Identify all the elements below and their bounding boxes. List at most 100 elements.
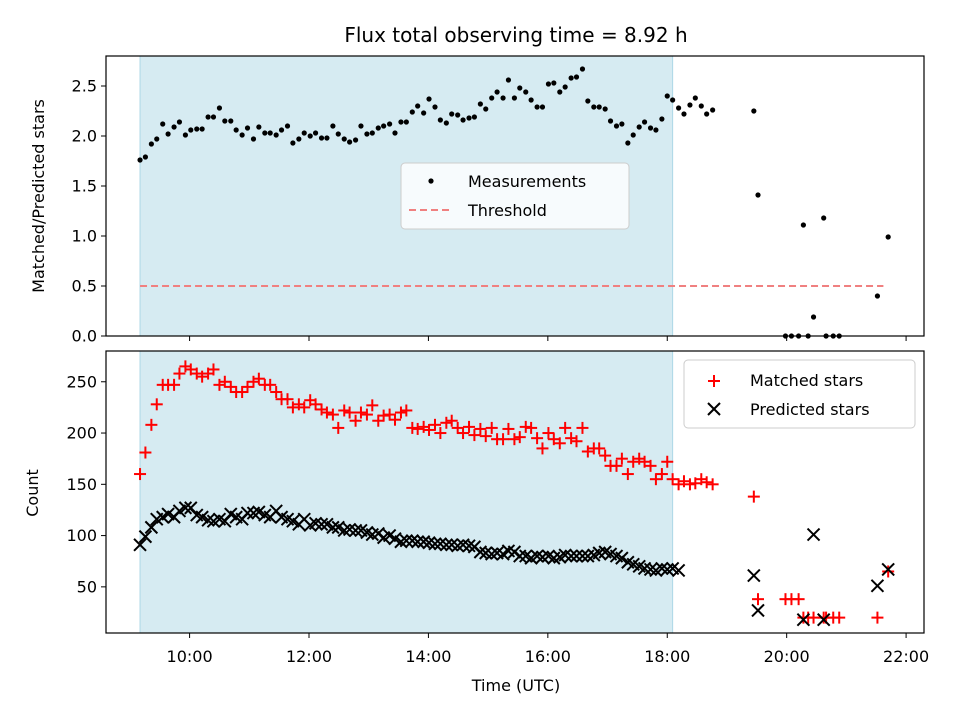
matched-star-point bbox=[513, 431, 526, 444]
measurement-point bbox=[409, 109, 415, 115]
predicted-star-point bbox=[751, 603, 765, 618]
matched-star-point bbox=[360, 408, 373, 421]
legend-predicted-label: Predicted stars bbox=[750, 400, 870, 419]
matched-star-point bbox=[377, 409, 390, 422]
measurement-point bbox=[267, 130, 273, 136]
measurement-point bbox=[296, 136, 302, 142]
predicted-star-point bbox=[133, 538, 147, 552]
predicted-star-point bbox=[144, 520, 159, 535]
matched-star-point bbox=[332, 421, 345, 434]
measurement-point bbox=[403, 119, 409, 125]
measurement-point bbox=[596, 104, 602, 110]
predicted-star-point bbox=[615, 551, 629, 565]
measurement-point bbox=[692, 95, 698, 101]
predicted-star-point bbox=[348, 523, 363, 538]
matched-star-point bbox=[440, 416, 453, 429]
measurement-point bbox=[551, 80, 557, 86]
predicted-star-point bbox=[671, 563, 686, 578]
top-axes-frame bbox=[105, 55, 925, 337]
measurement-point bbox=[415, 103, 421, 109]
matched-star-point bbox=[406, 421, 419, 434]
measurement-point bbox=[148, 141, 154, 147]
y-tick-label: 0.5 bbox=[72, 277, 97, 296]
measurement-point bbox=[659, 116, 665, 122]
measurement-point bbox=[318, 135, 325, 141]
measurement-point bbox=[466, 115, 472, 121]
measurement-point bbox=[244, 125, 251, 131]
matched-star-point bbox=[354, 406, 367, 419]
predicted-star-point bbox=[569, 549, 584, 563]
measurement-point bbox=[607, 118, 614, 124]
matched-star-point bbox=[833, 611, 846, 624]
matched-star-point bbox=[463, 420, 476, 433]
matched-star-point bbox=[326, 408, 339, 421]
measurement-point bbox=[545, 81, 552, 87]
measurement-point bbox=[573, 74, 580, 80]
matched-star-point bbox=[168, 378, 181, 391]
matched-star-point bbox=[139, 446, 152, 459]
measurement-point bbox=[387, 121, 393, 127]
top-legend: Measurements Threshold bbox=[400, 162, 630, 230]
predicted-star-point bbox=[314, 517, 329, 532]
measurement-point bbox=[358, 123, 364, 129]
predicted-star-point bbox=[643, 562, 658, 577]
matched-star-point bbox=[224, 380, 237, 393]
predicted-star-point bbox=[806, 527, 821, 542]
predicted-star-point bbox=[564, 549, 578, 563]
measurement-point bbox=[375, 125, 381, 131]
matched-star-point bbox=[383, 408, 396, 421]
measurement-point bbox=[755, 192, 761, 198]
matched-star-point bbox=[747, 490, 760, 503]
x-tick-label: 22:00 bbox=[883, 647, 929, 666]
matched-star-point bbox=[792, 593, 805, 606]
predicted-star-point bbox=[747, 568, 761, 583]
predicted-star-point bbox=[513, 549, 527, 563]
predicted-star-point bbox=[337, 523, 351, 538]
top-legend-box bbox=[400, 162, 630, 230]
predicted-star-point bbox=[796, 612, 811, 627]
matched-star-point bbox=[525, 421, 538, 434]
matched-star-point bbox=[666, 473, 679, 486]
matched-star-point bbox=[882, 565, 895, 578]
matched-star-point bbox=[576, 421, 589, 434]
measurement-point bbox=[307, 133, 313, 139]
measurement-point bbox=[278, 127, 285, 133]
measurement-point bbox=[233, 127, 239, 133]
measurement-point bbox=[352, 137, 359, 143]
predicted-star-point bbox=[660, 562, 674, 577]
x-tick-label: 18:00 bbox=[644, 647, 690, 666]
legend-threshold-label: Threshold bbox=[467, 201, 547, 220]
predicted-star-point bbox=[428, 537, 442, 551]
measurement-point bbox=[477, 101, 483, 107]
matched-star-point bbox=[871, 611, 884, 624]
matched-star-point bbox=[394, 406, 407, 419]
matched-star-point bbox=[531, 432, 544, 445]
measurement-point bbox=[647, 125, 654, 131]
matched-star-point bbox=[683, 478, 696, 491]
measurement-point bbox=[290, 140, 296, 146]
measurement-point bbox=[312, 130, 319, 136]
matched-star-point bbox=[615, 452, 628, 465]
measurement-point bbox=[821, 215, 827, 221]
measurement-point bbox=[137, 157, 143, 163]
y-tick-label: 50 bbox=[77, 577, 97, 596]
measurement-point bbox=[751, 108, 757, 114]
measurement-point bbox=[437, 117, 443, 123]
predicted-star-point bbox=[439, 538, 454, 552]
matched-star-point bbox=[236, 386, 249, 399]
matched-star-point bbox=[207, 363, 220, 376]
measurement-point bbox=[392, 130, 398, 136]
measurement-point bbox=[256, 124, 262, 130]
measurement-point bbox=[534, 104, 540, 110]
matched-star-point bbox=[264, 378, 277, 391]
measurement-point bbox=[517, 85, 523, 91]
matched-star-point bbox=[457, 427, 470, 440]
measurement-point bbox=[455, 112, 461, 118]
matched-star-point bbox=[281, 393, 294, 406]
x-tick-label: 10:00 bbox=[167, 647, 213, 666]
predicted-star-point bbox=[485, 547, 499, 561]
measurement-point bbox=[710, 107, 716, 113]
measurement-point bbox=[262, 130, 268, 136]
measurement-point bbox=[704, 111, 710, 117]
legend-measurements-marker bbox=[428, 178, 434, 184]
